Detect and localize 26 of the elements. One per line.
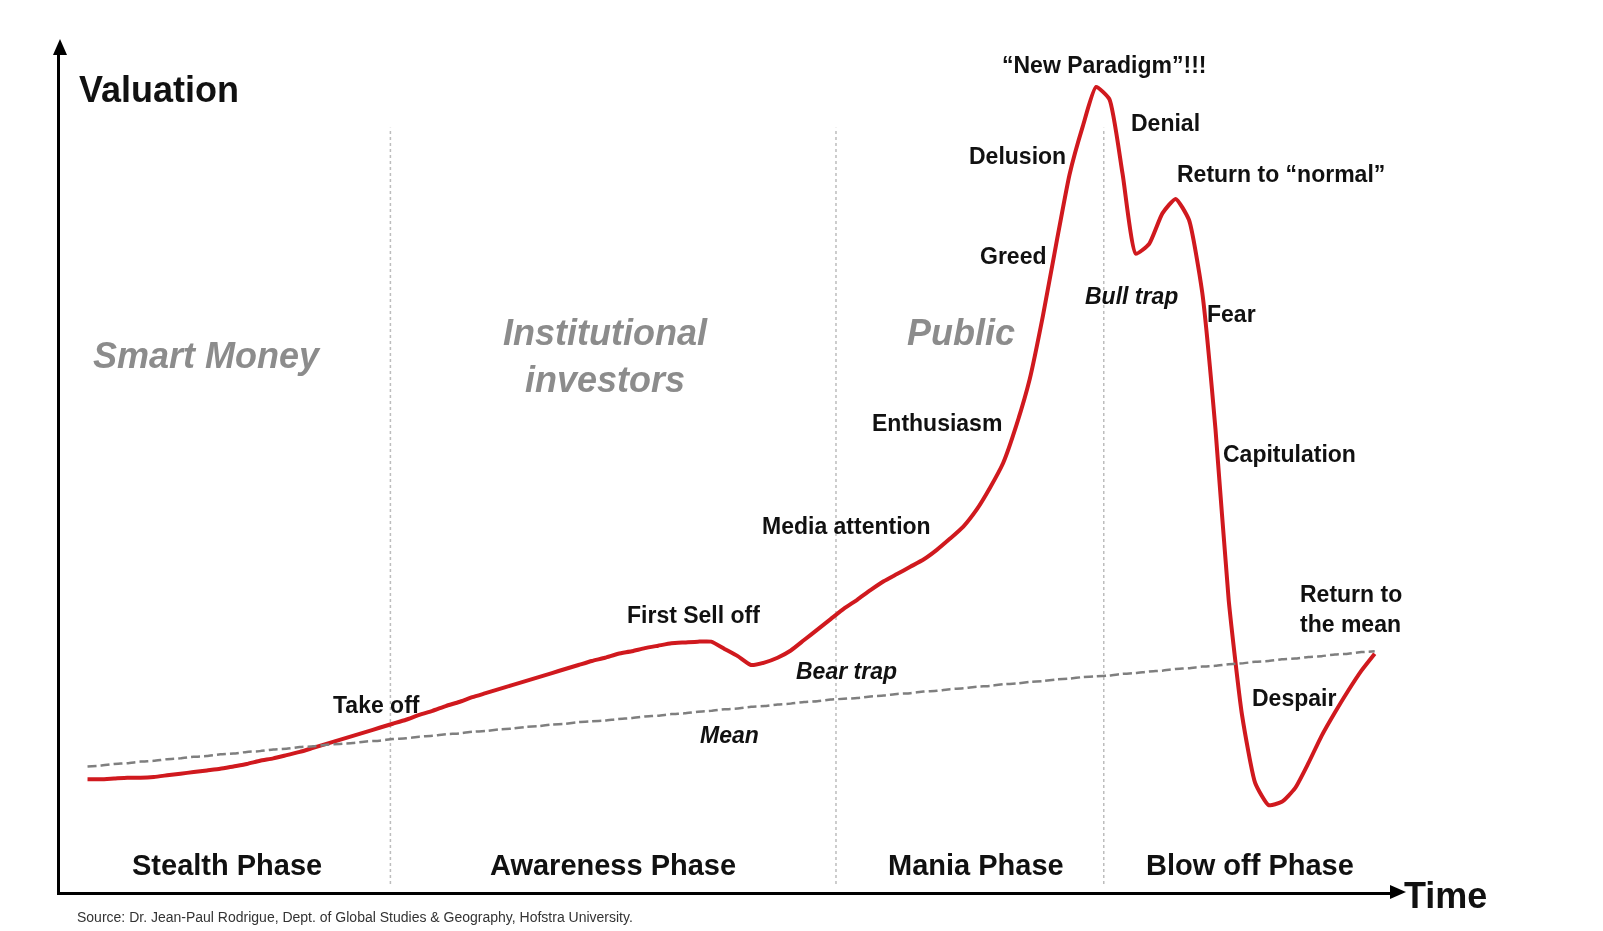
annotation: Delusion [969, 143, 1067, 169]
annotation: Institutional investors [503, 312, 708, 400]
y-axis-title: Valuation [79, 69, 240, 110]
annotation: Smart Money [93, 335, 322, 376]
x-axis-title: Time [1404, 875, 1488, 916]
annotation: Media attention [762, 513, 931, 539]
source-note: Source: Dr. Jean-Paul Rodrigue, Dept. of Global Studies & Geography, Hofstra University. [77, 909, 633, 925]
text: “New Paradigm”!!! [1002, 52, 1207, 78]
annotation: Take off [333, 692, 420, 718]
annotation: Awareness Phase [490, 849, 737, 881]
annotation: First Sell off [627, 602, 761, 628]
annotation: Denial [1131, 110, 1201, 136]
annotation: Fear [1207, 301, 1256, 327]
annotation: Mean [700, 722, 759, 748]
annotation: Mania Phase [888, 849, 1064, 881]
annotation: Bear trap [796, 658, 897, 684]
annotation: Blow off Phase [1146, 849, 1354, 881]
annotation: Return to “normal” [1177, 161, 1386, 187]
annotation: Enthusiasm [872, 410, 1003, 436]
annotation: Despair [1252, 685, 1337, 711]
annotation: Stealth Phase [132, 849, 323, 881]
annotation: Return to the mean [1300, 581, 1403, 637]
annotation: Greed [980, 243, 1047, 269]
annotation: Capitulation [1223, 441, 1356, 467]
annotation: Public [907, 312, 1016, 353]
annotation: Bull trap [1085, 283, 1179, 309]
